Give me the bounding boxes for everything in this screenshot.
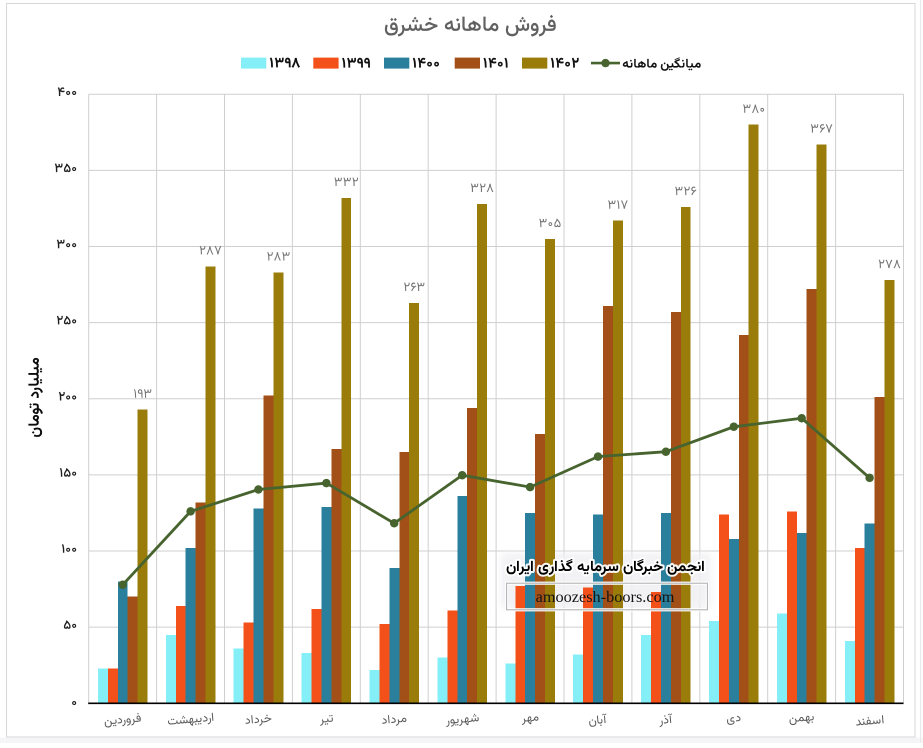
svg-text:amoozesh-boors.com: amoozesh-boors.com: [536, 587, 675, 606]
